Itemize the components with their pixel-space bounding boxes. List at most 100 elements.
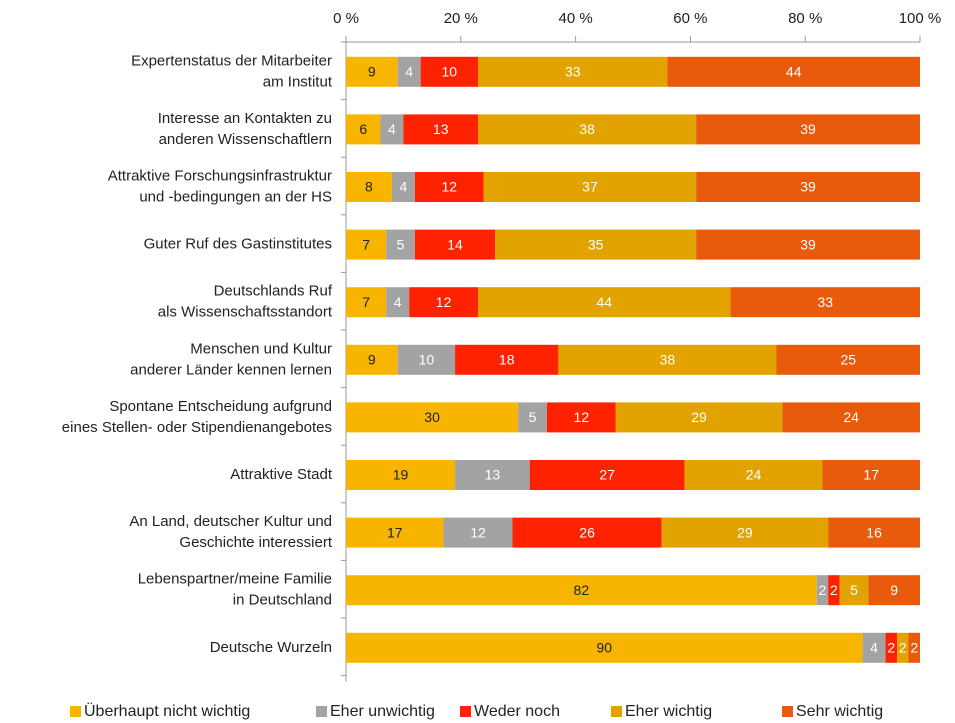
bar-segment bbox=[696, 229, 920, 260]
bar-segment bbox=[816, 575, 829, 606]
bar-segment bbox=[684, 460, 823, 490]
data-label: 7 bbox=[362, 294, 370, 310]
data-label: 12 bbox=[574, 409, 590, 425]
data-label: 4 bbox=[405, 64, 413, 80]
data-label: 35 bbox=[588, 236, 604, 252]
data-label: 39 bbox=[800, 121, 816, 137]
data-label: 38 bbox=[579, 121, 595, 137]
x-tick-label: 100 % bbox=[899, 10, 942, 27]
data-label: 13 bbox=[433, 121, 449, 137]
data-label: 19 bbox=[393, 467, 409, 483]
legend-label: Weder noch bbox=[474, 703, 560, 720]
bar-segment bbox=[696, 114, 920, 145]
data-label: 12 bbox=[436, 294, 452, 310]
bar-segment bbox=[346, 517, 444, 548]
data-label: 39 bbox=[800, 179, 816, 195]
data-label: 2 bbox=[899, 640, 907, 656]
data-label: 13 bbox=[485, 467, 501, 483]
data-label: 17 bbox=[863, 467, 879, 483]
data-label: 44 bbox=[786, 64, 802, 80]
bar-segment bbox=[822, 460, 920, 490]
x-tick-label: 40 % bbox=[558, 10, 592, 27]
y-tick-label: Deutschlands Ruf als Wissenschaftsstandor… bbox=[158, 283, 333, 321]
data-label: 9 bbox=[368, 352, 376, 368]
y-tick-label: Lebenspartner/meine Familie in Deutschlan… bbox=[138, 571, 332, 609]
bar-segment bbox=[346, 229, 387, 260]
data-label: 25 bbox=[840, 352, 856, 368]
bar-segment bbox=[443, 517, 513, 548]
bar-segment bbox=[346, 632, 863, 663]
data-label: 12 bbox=[470, 524, 486, 540]
bar-segment bbox=[380, 114, 404, 145]
bar-segment bbox=[403, 114, 479, 145]
data-label: 5 bbox=[850, 582, 858, 598]
bar-segment bbox=[346, 114, 381, 145]
bar-segment bbox=[409, 287, 479, 318]
legend-swatch bbox=[70, 706, 81, 717]
bar-segment bbox=[529, 460, 685, 490]
x-tick-label: 80 % bbox=[788, 10, 822, 27]
data-label: 27 bbox=[599, 467, 615, 483]
data-label: 33 bbox=[818, 294, 834, 310]
bar-segment bbox=[386, 229, 415, 260]
data-label: 44 bbox=[597, 294, 613, 310]
bar-segment bbox=[885, 632, 898, 663]
bar-segment bbox=[346, 575, 817, 606]
bar-segment bbox=[386, 287, 410, 318]
data-label: 5 bbox=[397, 236, 405, 252]
bar-segment bbox=[518, 402, 547, 433]
bar-segment bbox=[455, 460, 530, 490]
bar-segment bbox=[391, 172, 415, 202]
bar-segment bbox=[696, 172, 920, 202]
data-label: 26 bbox=[579, 524, 595, 540]
data-label: 38 bbox=[660, 352, 676, 368]
data-label: 37 bbox=[582, 179, 598, 195]
data-label: 2 bbox=[887, 640, 895, 656]
data-label: 8 bbox=[365, 179, 373, 195]
data-label: 4 bbox=[400, 179, 408, 195]
data-label: 7 bbox=[362, 236, 370, 252]
bar-segment bbox=[478, 287, 731, 318]
data-label: 5 bbox=[529, 409, 537, 425]
legend-swatch bbox=[316, 706, 327, 717]
data-label: 10 bbox=[442, 64, 458, 80]
bar-segment bbox=[346, 344, 398, 375]
x-tick-label: 0 % bbox=[333, 10, 359, 27]
data-label: 2 bbox=[830, 582, 838, 598]
legend-label: Eher unwichtig bbox=[330, 703, 435, 720]
bar-segment bbox=[558, 344, 777, 375]
data-label: 29 bbox=[737, 524, 753, 540]
bar-segment bbox=[730, 287, 920, 318]
data-label: 24 bbox=[843, 409, 859, 425]
bar-segment bbox=[667, 56, 920, 87]
data-label: 9 bbox=[890, 582, 898, 598]
data-label: 24 bbox=[746, 467, 762, 483]
bar-segment bbox=[397, 344, 456, 375]
bar-segment bbox=[908, 632, 920, 663]
bar-segment bbox=[782, 402, 920, 433]
y-tick-label: Menschen und Kultur anderer Länder kennen… bbox=[130, 340, 332, 378]
legend-label: Überhaupt nicht wichtig bbox=[84, 702, 250, 720]
legend-label: Sehr wichtig bbox=[796, 703, 883, 720]
data-label: 16 bbox=[866, 524, 882, 540]
bar-segment bbox=[661, 517, 829, 548]
bar-segment bbox=[839, 575, 869, 606]
bar-segment bbox=[546, 402, 616, 433]
bar-segment bbox=[346, 402, 519, 433]
y-tick-label: Deutsche Wurzeln bbox=[210, 639, 332, 656]
bar-segment bbox=[414, 229, 496, 260]
legend-swatch bbox=[782, 706, 793, 717]
data-label: 82 bbox=[574, 582, 590, 598]
data-label: 2 bbox=[910, 640, 918, 656]
bar-segment bbox=[346, 172, 392, 202]
data-label: 29 bbox=[691, 409, 707, 425]
data-label: 6 bbox=[359, 121, 367, 137]
data-label: 39 bbox=[800, 236, 816, 252]
data-label: 4 bbox=[388, 121, 396, 137]
y-tick-label: Expertenstatus der Mitarbeiter am Institu… bbox=[131, 52, 333, 90]
bar-segment bbox=[828, 517, 920, 548]
data-label: 4 bbox=[394, 294, 402, 310]
bar-segment bbox=[455, 344, 559, 375]
bar-segment bbox=[828, 575, 840, 606]
